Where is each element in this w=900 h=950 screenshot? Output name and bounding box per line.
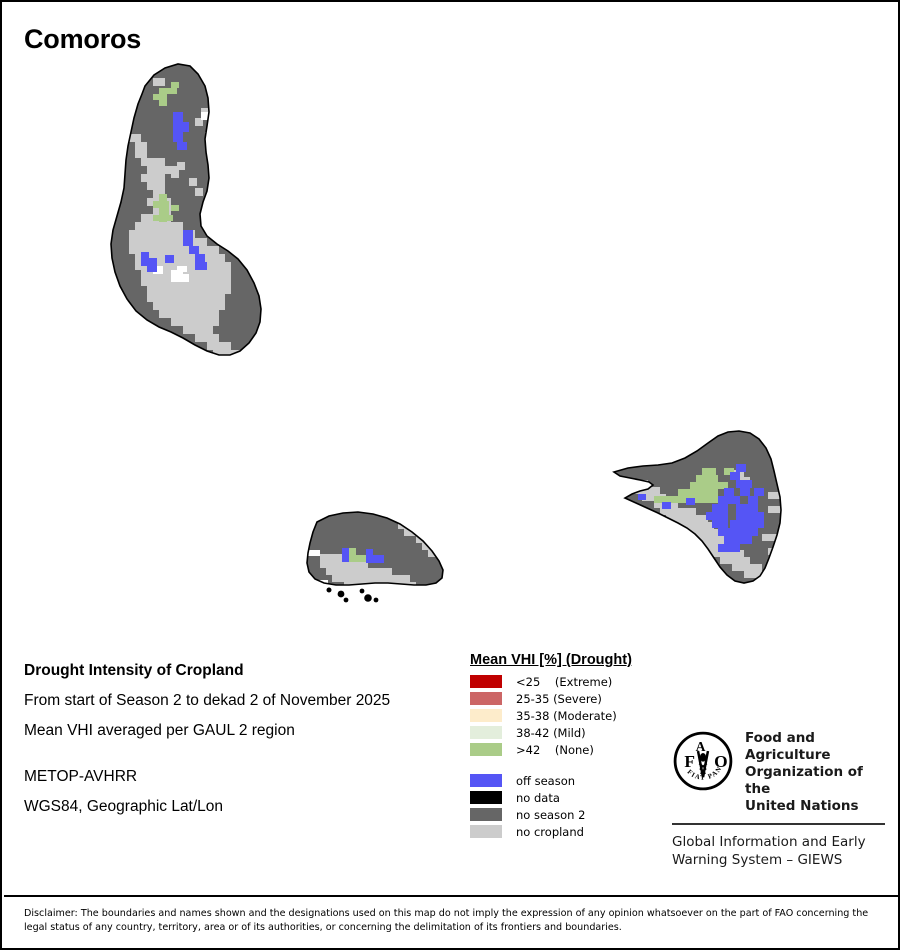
island-moheli [306,511,444,603]
svg-text:F: F [684,752,695,771]
legend-row-off-season: off season [470,772,670,789]
legend-row-no-season-2: no season 2 [470,806,670,823]
legend-title: Mean VHI [%] (Drought) [470,652,632,668]
legend-swatch-moderate [470,709,502,722]
disclaimer-text: Disclaimer: The boundaries and names sho… [24,908,869,933]
svg-text:O: O [714,752,728,771]
legend-swatch-mild [470,726,502,739]
legend-row-moderate: 35-38 (Moderate) [470,707,670,724]
legend-swatch-severe [470,692,502,705]
fao-name-line-3: United Nations [745,798,859,814]
disclaimer-divider [4,895,898,897]
legend-swatch-extreme [470,675,502,688]
legend-label-none: >42 (None) [516,742,594,757]
legend: Mean VHI [%] (Drought) <25 (Extreme) 25-… [470,652,670,840]
legend-label-moderate: 35-38 (Moderate) [516,708,617,723]
legend-swatch-off-season [470,774,502,787]
legend-label-extreme: <25 (Extreme) [516,674,613,689]
legend-label-no-data: no data [516,790,560,805]
island-anjouan [612,430,782,584]
caption-line-1: Drought Intensity of Cropland [24,662,244,679]
legend-row-mild: 38-42 (Mild) [470,724,670,741]
fao-logo-icon: F A O FIAT PANIS [672,730,733,791]
island-outline-anjouan [612,430,782,584]
caption-line-2: From start of Season 2 to dekad 2 of Nov… [24,692,391,709]
giews-line-1: Global Information and Early [672,834,866,850]
legend-swatch-no-cropland [470,825,502,838]
legend-swatch-no-data [470,791,502,804]
legend-row-extreme: <25 (Extreme) [470,673,670,690]
legend-label-severe: 25-35 (Severe) [516,691,602,706]
legend-swatch-none [470,743,502,756]
fao-block: F A O FIAT PANIS Food and Agriculture Or… [672,730,887,869]
giews-name: Global Information and Early Warning Sys… [672,833,887,869]
island-grande-comore [110,63,262,356]
fao-header: F A O FIAT PANIS Food and Agriculture Or… [672,730,887,815]
legend-label-no-cropland: no cropland [516,824,584,839]
caption-block: Drought Intensity of Cropland From start… [24,656,454,822]
legend-row-none: >42 (None) [470,741,670,758]
caption-line-4: METOP-AVHRR [24,768,138,785]
island-outline-moheli [306,511,444,586]
fao-name: Food and Agriculture Organization of the… [745,730,887,815]
fao-name-line-2: Organization of the [745,764,863,797]
fao-name-line-1: Food and Agriculture [745,730,831,763]
legend-label-off-season: off season [516,773,576,788]
caption-spacer [24,746,454,762]
islets-moheli [326,587,379,603]
legend-swatch-no-season-2 [470,808,502,821]
legend-label-mild: 38-42 (Mild) [516,725,586,740]
legend-label-no-season-2: no season 2 [516,807,586,822]
island-outline-grande-comore [110,63,262,356]
giews-line-2: Warning System – GIEWS [672,852,843,868]
svg-text:A: A [696,739,706,754]
fao-divider [672,823,885,825]
legend-row-severe: 25-35 (Severe) [470,690,670,707]
page-title: Comoros [24,24,142,54]
caption-line-5: WGS84, Geographic Lat/Lon [24,798,224,815]
legend-row-no-data: no data [470,789,670,806]
legend-row-no-cropland: no cropland [470,823,670,840]
caption-line-3: Mean VHI averaged per GAUL 2 region [24,722,295,739]
legend-gap [470,758,670,772]
